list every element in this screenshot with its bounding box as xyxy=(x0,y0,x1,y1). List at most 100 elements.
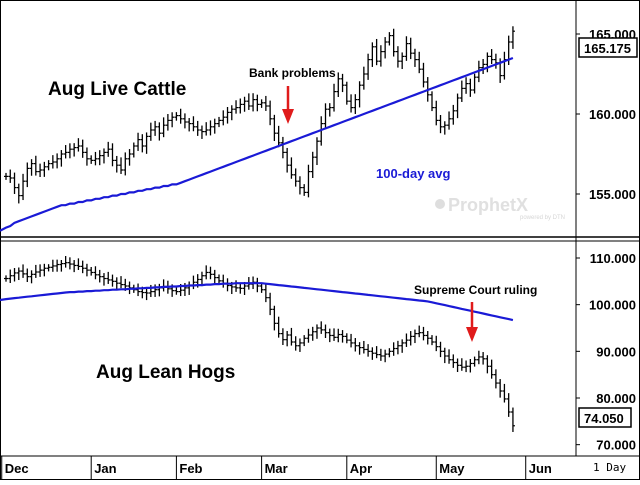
price-bar xyxy=(332,83,337,112)
price-bar xyxy=(493,369,498,389)
price-bar xyxy=(221,274,226,288)
price-bar xyxy=(16,267,21,281)
price-bar xyxy=(476,350,481,365)
price-bar xyxy=(361,66,366,90)
price-bar xyxy=(327,328,332,343)
price-bar xyxy=(468,359,473,373)
price-bar xyxy=(21,173,26,201)
price-bar xyxy=(319,321,324,334)
price-bar xyxy=(157,283,162,297)
price-bar xyxy=(400,52,405,70)
price-bar xyxy=(157,122,162,141)
price-bar xyxy=(242,96,247,112)
price-bar xyxy=(336,72,341,98)
price-bar xyxy=(272,114,277,142)
price-bar xyxy=(89,155,94,164)
price-bar xyxy=(106,271,111,284)
price-bar xyxy=(110,274,115,287)
price-bar xyxy=(366,344,371,357)
price-bar xyxy=(353,94,358,114)
price-bar xyxy=(191,275,196,290)
month-label: Apr xyxy=(350,461,372,476)
moving-average-label: 100-day avg xyxy=(376,166,450,181)
month-label: Jun xyxy=(529,461,552,476)
live-cattle-price-bars xyxy=(4,26,515,204)
bank-problems-arrow-icon xyxy=(282,86,294,124)
price-bar xyxy=(302,335,307,347)
price-bar xyxy=(498,379,503,398)
price-bar xyxy=(255,94,260,112)
price-bar xyxy=(306,164,311,198)
price-bar xyxy=(136,283,141,297)
month-label: May xyxy=(439,461,465,476)
price-bar xyxy=(42,161,47,177)
price-bar xyxy=(225,278,230,292)
price-bar xyxy=(472,356,477,367)
price-bar xyxy=(153,120,158,136)
price-bar xyxy=(55,259,60,272)
price-bar xyxy=(84,147,89,166)
price-bar xyxy=(25,162,30,188)
price-bar xyxy=(12,172,17,194)
price-bar xyxy=(46,160,51,171)
price-bar xyxy=(485,52,490,73)
interval-label[interactable]: 1 Day xyxy=(593,461,626,474)
price-bar xyxy=(80,260,85,274)
price-bar xyxy=(255,277,260,293)
price-bar xyxy=(251,93,256,112)
price-bar xyxy=(153,284,158,297)
price-bar xyxy=(63,256,68,268)
price-bar xyxy=(161,117,166,138)
price-bar xyxy=(246,93,251,110)
price-bar xyxy=(67,257,72,270)
price-bar xyxy=(199,271,204,287)
price-bar xyxy=(204,265,209,280)
price-bar xyxy=(378,45,383,67)
price-bar xyxy=(259,282,264,293)
price-bar xyxy=(101,273,106,286)
price-bar xyxy=(72,260,77,273)
price-bar xyxy=(127,149,132,166)
lean-hogs-moving-average-line xyxy=(0,282,514,322)
price-bar xyxy=(447,111,452,130)
price-bar xyxy=(344,81,349,105)
price-bar xyxy=(119,276,124,289)
price-bar xyxy=(378,348,383,361)
supreme-court-arrow-icon xyxy=(466,302,478,342)
price-bar xyxy=(489,359,494,379)
price-bar xyxy=(21,264,26,278)
price-bar xyxy=(187,281,192,295)
watermark-brand: ProphetX xyxy=(448,195,528,215)
month-label: Mar xyxy=(265,461,288,476)
price-bar xyxy=(297,176,302,195)
price-bar xyxy=(314,324,319,339)
price-tick-label: 155.000 xyxy=(589,187,636,202)
price-bar xyxy=(455,358,460,372)
price-bar xyxy=(131,142,136,158)
price-tick-label: 70.000 xyxy=(596,438,636,453)
price-bar xyxy=(285,330,290,347)
price-bar xyxy=(280,136,285,159)
price-bar xyxy=(434,100,439,126)
price-bar xyxy=(16,183,21,204)
price-bar xyxy=(340,73,345,93)
price-bar xyxy=(510,407,515,432)
price-bar xyxy=(38,264,43,277)
price-bar xyxy=(404,36,409,61)
price-bar xyxy=(234,100,239,114)
live-cattle-last-price-box: 165.175 xyxy=(578,37,638,58)
price-bar xyxy=(29,159,34,176)
price-bar xyxy=(221,110,226,126)
price-bar xyxy=(459,358,464,371)
price-bar xyxy=(472,73,477,94)
lean-hogs-last-price: 74.050 xyxy=(584,411,624,426)
price-bar xyxy=(76,138,81,152)
price-bar xyxy=(84,263,89,277)
price-bar xyxy=(208,120,213,136)
price-tick-label: 160.000 xyxy=(589,107,636,122)
price-bar xyxy=(63,145,68,159)
price-bar xyxy=(114,277,119,290)
price-bar xyxy=(421,326,426,341)
price-bar xyxy=(442,121,447,135)
